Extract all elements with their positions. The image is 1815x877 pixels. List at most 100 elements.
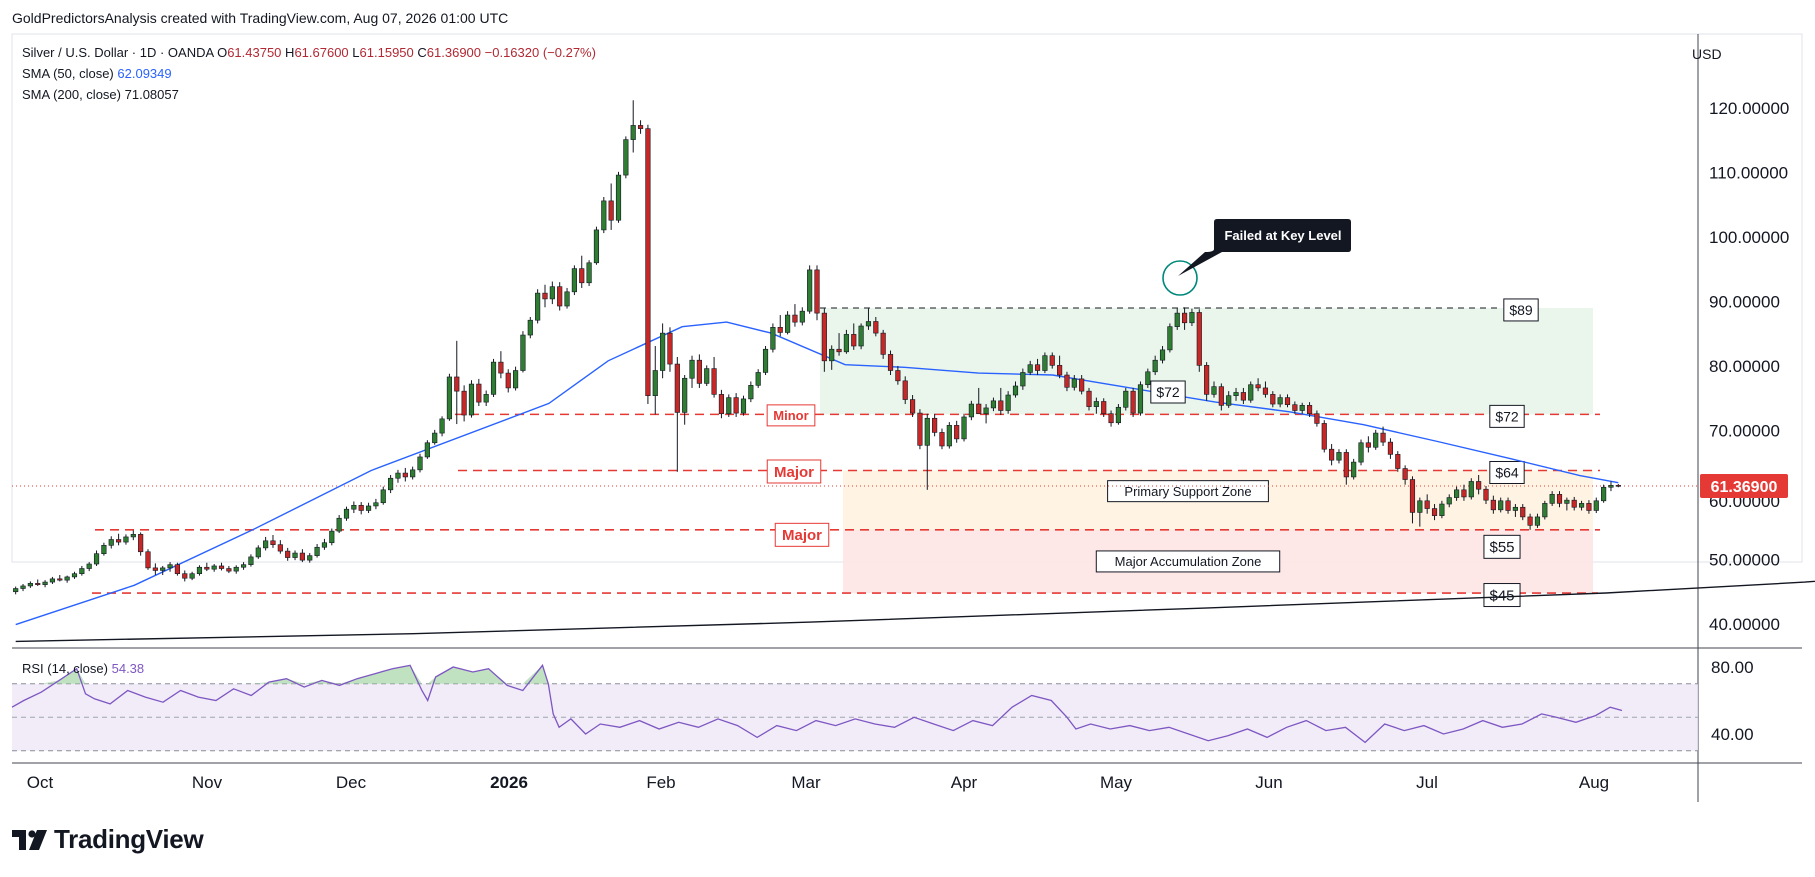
candle (505, 369, 511, 393)
candle (579, 255, 585, 288)
candle-body (42, 581, 48, 585)
time-axis[interactable]: Oct Nov Dec 2026 Feb Mar Apr May Jun Jul Aug (27, 773, 1609, 792)
candle-body (1446, 497, 1452, 505)
candle-body (535, 292, 541, 321)
candle-body (1071, 378, 1077, 388)
candle-body (1277, 397, 1283, 405)
rsi-line (11, 663, 1623, 744)
candle-body (285, 550, 291, 558)
candle (711, 356, 717, 398)
candle (1395, 451, 1401, 472)
candle (1174, 308, 1180, 330)
candle-body (520, 334, 526, 371)
candle (792, 304, 798, 327)
candle-body (1409, 479, 1416, 513)
candle (1549, 491, 1555, 506)
major-55-side-label-text: Major (782, 527, 822, 544)
major-64-side-label: Major (766, 459, 822, 484)
candle (57, 574, 63, 582)
candle-body (836, 348, 842, 353)
legend-sma200-label: SMA (200, close) (22, 87, 121, 102)
candle (932, 413, 938, 437)
candle-body (248, 556, 254, 565)
candle-body (1380, 432, 1386, 443)
candle-body (1593, 500, 1599, 511)
candle (733, 393, 739, 417)
candle-body (71, 573, 78, 578)
legend-rsi-row[interactable]: RSI (14, close) 54.38 (22, 661, 144, 676)
candle-body (1270, 394, 1276, 405)
candle (571, 265, 577, 296)
current-price-tag[interactable] (1700, 473, 1788, 498)
candle-body (505, 372, 511, 389)
candle-body (395, 472, 401, 479)
tradingview-logo[interactable]: TradingView (12, 824, 204, 855)
candle (1306, 402, 1313, 417)
legend-sma50-label: SMA (50, close) (22, 66, 114, 81)
candle-body (13, 588, 19, 593)
candle-body (1182, 312, 1188, 324)
candle-body (1365, 442, 1371, 448)
minor-72-side-label: Minor (766, 404, 816, 427)
candle-body (49, 578, 56, 583)
currency-label[interactable]: USD (1692, 46, 1722, 62)
candle (829, 345, 835, 370)
candle (593, 226, 600, 265)
candle-body (785, 314, 791, 333)
candle (608, 183, 614, 230)
candle (1556, 491, 1563, 508)
candle-body (130, 534, 136, 538)
candle-body (1439, 503, 1445, 516)
candle-body (1034, 364, 1041, 371)
candle-body (351, 505, 357, 510)
candle (704, 365, 710, 386)
candle (468, 380, 475, 418)
candle (218, 562, 225, 571)
major-55-price-label-box (1483, 534, 1521, 559)
legend-low-label: L (352, 45, 360, 60)
price-axis[interactable]: 40.00000 50.00000 70.00000 80.00000 90.00000… (1700, 99, 1789, 634)
candle-body (86, 563, 92, 569)
candle (1012, 381, 1019, 398)
legend-sma200-row[interactable]: SMA (200, close) 71.08057 (22, 87, 179, 102)
failed-at-key-level-callout: Failed at Key Level (1178, 219, 1351, 276)
candle (1336, 449, 1342, 464)
candle-body (1020, 372, 1026, 387)
candle-body (946, 425, 952, 447)
price-tick-label: 120.00000 (1709, 99, 1789, 118)
tradingview-logo-icon (12, 829, 47, 850)
candle (1490, 495, 1496, 514)
candle-body (851, 334, 857, 347)
candle-body (660, 332, 666, 371)
candle-body (564, 291, 570, 307)
candle (858, 323, 864, 350)
candle-body (167, 564, 173, 569)
legend-symbol: Silver / U.S. Dollar · 1D · OANDA (22, 45, 214, 60)
candle (417, 453, 423, 473)
candle-body (116, 539, 122, 543)
candle (1299, 402, 1305, 414)
candle-body (880, 332, 886, 355)
candle-body (321, 542, 328, 548)
candle (20, 584, 26, 592)
legend-sma50-row[interactable]: SMA (50, close) 62.09349 (22, 66, 172, 81)
failed-level-circle (1162, 260, 1198, 296)
candle-body (1233, 392, 1239, 396)
candle (1079, 375, 1085, 395)
candle (380, 486, 386, 505)
candle-body (1608, 485, 1614, 488)
sma50-line (15, 321, 1619, 626)
candle-body (1049, 355, 1055, 366)
candle-body (726, 397, 732, 415)
candle (160, 565, 166, 575)
candle (1365, 436, 1371, 453)
major-55-price-label: $55 (1483, 534, 1521, 559)
candle (314, 544, 320, 558)
candle-body (1086, 390, 1092, 407)
candle (549, 281, 555, 305)
candle-body (402, 472, 408, 478)
candle (1204, 362, 1210, 401)
candle (623, 136, 629, 179)
candle-body (1571, 499, 1577, 508)
